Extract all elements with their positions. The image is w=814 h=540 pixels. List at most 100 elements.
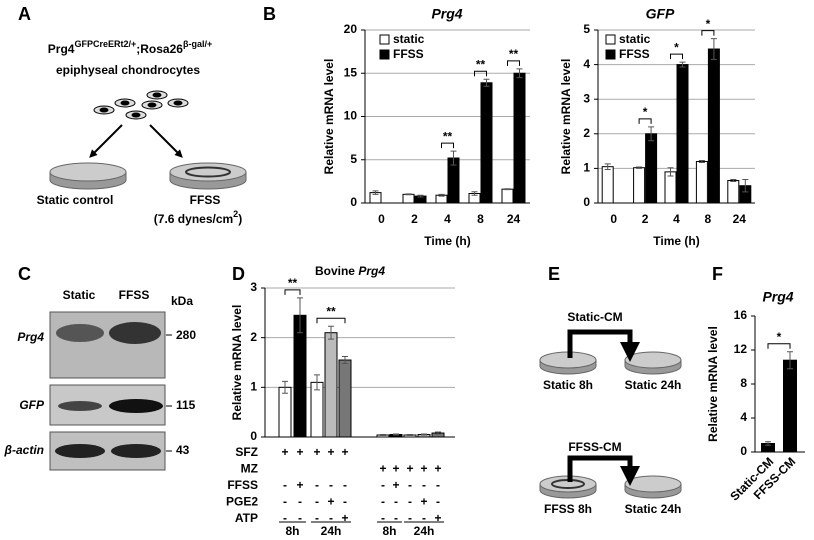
treatment-mark: + (296, 478, 303, 492)
treatment-mark: + (434, 462, 441, 476)
error-bar (471, 191, 478, 196)
treatment-mark: + (392, 478, 399, 492)
dish-label: Static 8h (543, 378, 593, 392)
error-bar (297, 297, 303, 334)
legend-swatch (379, 34, 390, 45)
genotype-part: ;Rosa26 (136, 42, 183, 56)
error-bar (342, 356, 348, 364)
bar (664, 171, 677, 204)
bar (645, 133, 658, 204)
condition-label: FFSS (190, 193, 221, 207)
treatment-mark: - (315, 478, 319, 492)
treatment-mark: + (379, 462, 386, 476)
bar (633, 167, 646, 204)
x-tick-label: 2 (642, 212, 649, 226)
x-tick-label: 2 (411, 212, 418, 226)
significance-bracket (474, 70, 487, 77)
y-tick-label: 0 (583, 195, 590, 209)
y-tick-label: 20 (344, 22, 358, 36)
y-tick-label: 2 (583, 126, 590, 140)
panel-letter: B (263, 4, 276, 24)
significance-bracket (441, 142, 454, 149)
bar (676, 64, 689, 204)
error-bar (435, 431, 441, 435)
treatment-label: SFZ (235, 445, 258, 459)
condition-label: Static control (37, 193, 114, 207)
chart-title-part: Bovine (315, 264, 355, 278)
genotype: Prg4GFPCreERt2/+;Rosa26β-gal/+ (48, 39, 212, 56)
bar (707, 48, 720, 204)
x-tick-label: 0 (378, 212, 385, 226)
protein-label: β-actin (4, 443, 44, 457)
significance-label: * (674, 40, 679, 54)
x-tick-label: 8 (477, 212, 484, 226)
error-bar (742, 178, 749, 193)
error-bar (698, 159, 705, 164)
time-group-label: 24h (321, 524, 342, 538)
y-axis-label: Relative mRNA level (559, 59, 573, 175)
chart-title: Bovine Prg4 (315, 264, 385, 278)
significance-label: ** (476, 57, 486, 71)
panel-letter: E (548, 264, 560, 284)
protein-label: Prg4 (17, 330, 44, 344)
chart-title: Prg4 (762, 289, 793, 305)
y-tick-label: 1 (583, 161, 590, 175)
treatment-mark: - (436, 478, 440, 492)
treatment-mark: - (381, 478, 385, 492)
treatment-mark: + (434, 511, 441, 525)
bar (783, 359, 797, 453)
dish (169, 162, 247, 190)
error-bar (380, 434, 386, 437)
treatment-mark: - (408, 511, 412, 525)
treatment-mark: + (420, 462, 427, 476)
treatment-mark: + (313, 445, 320, 459)
chart-title-part: Prg4 (358, 264, 385, 278)
unit: kDa (171, 294, 193, 308)
error-bar (648, 126, 655, 142)
error-bar (667, 167, 674, 177)
treatment-mark: - (315, 511, 319, 525)
blot (49, 311, 166, 471)
treatment-mark: - (298, 511, 302, 525)
transfer-arrow (567, 455, 640, 486)
treatment-mark: - (422, 478, 426, 492)
y-axis-label: Relative mRNA level (230, 305, 244, 421)
error-bar (483, 78, 490, 87)
treatment-label: MZ (241, 462, 258, 476)
y-tick-label: 12 (734, 342, 748, 356)
y-tick-label: 3 (583, 91, 590, 105)
x-tick-label: 24 (507, 212, 521, 226)
bar (513, 72, 526, 204)
y-tick-label: 0 (250, 429, 257, 443)
legend-label: static (619, 32, 651, 46)
x-tick-label: 4 (444, 212, 451, 226)
bar (727, 180, 740, 204)
chart-title: Prg4 (431, 6, 462, 22)
treatment-mark: - (283, 478, 287, 492)
treatment-mark: - (422, 511, 426, 525)
y-tick-label: 4 (740, 410, 747, 424)
bar (695, 160, 708, 204)
x-tick-label: 4 (673, 212, 680, 226)
error-bar (450, 150, 457, 166)
significance-label: ** (443, 129, 453, 143)
shear-part: (7.6 dynes/cm (154, 212, 233, 226)
error-bar (730, 178, 737, 183)
media-label: Static-CM (567, 310, 622, 324)
treatment-mark: + (341, 445, 348, 459)
significance-label: ** (288, 276, 298, 290)
significance-bracket (507, 60, 520, 66)
treatment-mark: - (381, 495, 385, 509)
error-bar (765, 441, 771, 446)
shear-sup: 2 (233, 209, 238, 219)
y-tick-label: 0 (350, 195, 357, 209)
treatment-mark: - (315, 495, 319, 509)
treatment-label: FFSS (227, 478, 258, 492)
y-tick-label: 15 (344, 65, 358, 79)
legend-swatch (379, 49, 390, 60)
y-tick-label: 5 (350, 152, 357, 166)
y-tick-label: 0 (740, 444, 747, 458)
panel-letter: A (18, 4, 31, 24)
time-group-label: 8h (285, 524, 299, 538)
treatment-mark: + (296, 445, 303, 459)
